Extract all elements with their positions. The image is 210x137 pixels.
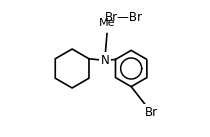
Text: Br: Br (145, 106, 158, 119)
Text: N: N (101, 54, 109, 67)
Text: Me: Me (99, 18, 115, 28)
Text: Br—Br: Br—Br (105, 11, 143, 24)
